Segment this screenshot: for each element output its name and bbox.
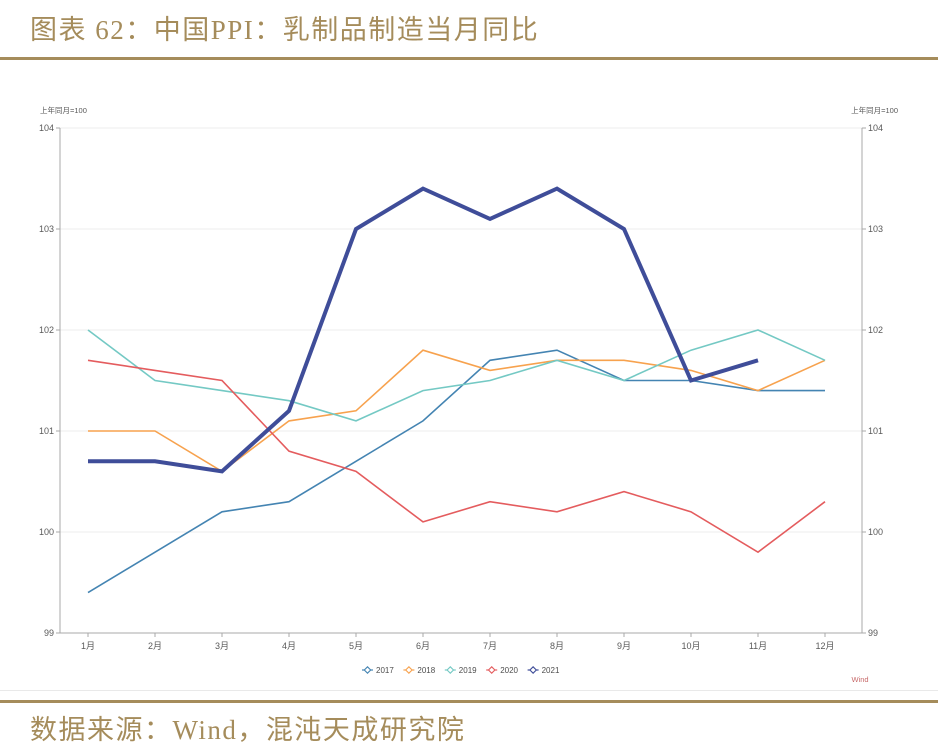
x-tick-label-5月: 5月 <box>349 641 363 651</box>
y-tick-label-left-101: 101 <box>39 426 54 436</box>
y-tick-label-right-100: 100 <box>868 527 883 537</box>
y-tick-label-right-103: 103 <box>868 224 883 234</box>
source-divider <box>0 700 938 703</box>
x-tick-label-11月: 11月 <box>749 641 767 651</box>
y-tick-label-right-101: 101 <box>868 426 883 436</box>
y-tick-label-left-100: 100 <box>39 527 54 537</box>
legend-label-2021: 2021 <box>542 666 560 675</box>
y-tick-label-right-104: 104 <box>868 123 883 133</box>
axis-note-left: 上年同月=100 <box>40 105 87 115</box>
ppi-line-chart: 99 99 100 100 101 101 102 102 103 103 104 104 1月 2月 3月… <box>39 105 898 684</box>
title-divider <box>0 57 938 60</box>
series-line-2021 <box>88 186 759 474</box>
x-tick-label-8月: 8月 <box>550 641 564 651</box>
legend-marker-diamond-2018 <box>404 666 413 674</box>
y-tick-label-right-102: 102 <box>868 325 883 335</box>
x-tick-label-2月: 2月 <box>148 641 162 651</box>
legend-item-2017: 2017 <box>362 666 394 675</box>
legend-label-2020: 2020 <box>500 666 518 675</box>
legend-marker-diamond-2017 <box>363 666 372 674</box>
y-tick-label-right-99: 99 <box>868 628 878 638</box>
x-tick-label-7月: 7月 <box>483 641 497 651</box>
legend-label-2018: 2018 <box>417 666 435 675</box>
legend-item-2018: 2018 <box>403 666 436 675</box>
x-tick-label-1月: 1月 <box>81 641 95 651</box>
legend-label-2017: 2017 <box>376 666 394 675</box>
x-tick-label-9月: 9月 <box>617 641 631 651</box>
axis-note-right: 上年同月=100 <box>851 105 898 115</box>
legend-marker-diamond-2019 <box>446 666 455 674</box>
y-tick-label-left-102: 102 <box>39 325 54 335</box>
x-tick-label-3月: 3月 <box>215 641 229 651</box>
legend-item-2020: 2020 <box>486 666 519 675</box>
y-tick-label-left-99: 99 <box>44 628 54 638</box>
chart-bottom-edge <box>0 690 938 691</box>
x-tick-label-12月: 12月 <box>815 641 834 651</box>
y-tick-label-left-104: 104 <box>39 123 54 133</box>
y-tick-label-left-103: 103 <box>39 224 54 234</box>
legend-item-2021: 2021 <box>527 666 560 675</box>
wind-watermark: Wind <box>851 675 868 684</box>
series-line-2019 <box>87 329 826 422</box>
x-tick-label-10月: 10月 <box>681 641 700 651</box>
series-line-2017 <box>87 349 825 594</box>
x-tick-label-4月: 4月 <box>282 641 296 651</box>
data-source: 数据来源：Wind，混沌天成研究院 <box>30 715 466 745</box>
series-line-2020 <box>87 359 826 554</box>
series-line-2018 <box>88 349 826 473</box>
x-tick-label-6月: 6月 <box>416 641 430 651</box>
legend-label-2019: 2019 <box>459 666 477 675</box>
legend-marker-diamond-2021 <box>529 666 538 674</box>
figure-title: 图表 62：中国PPI：乳制品制造当月同比 <box>30 15 540 45</box>
legend-marker-diamond-2020 <box>487 666 496 674</box>
legend-item-2019: 2019 <box>444 666 477 675</box>
